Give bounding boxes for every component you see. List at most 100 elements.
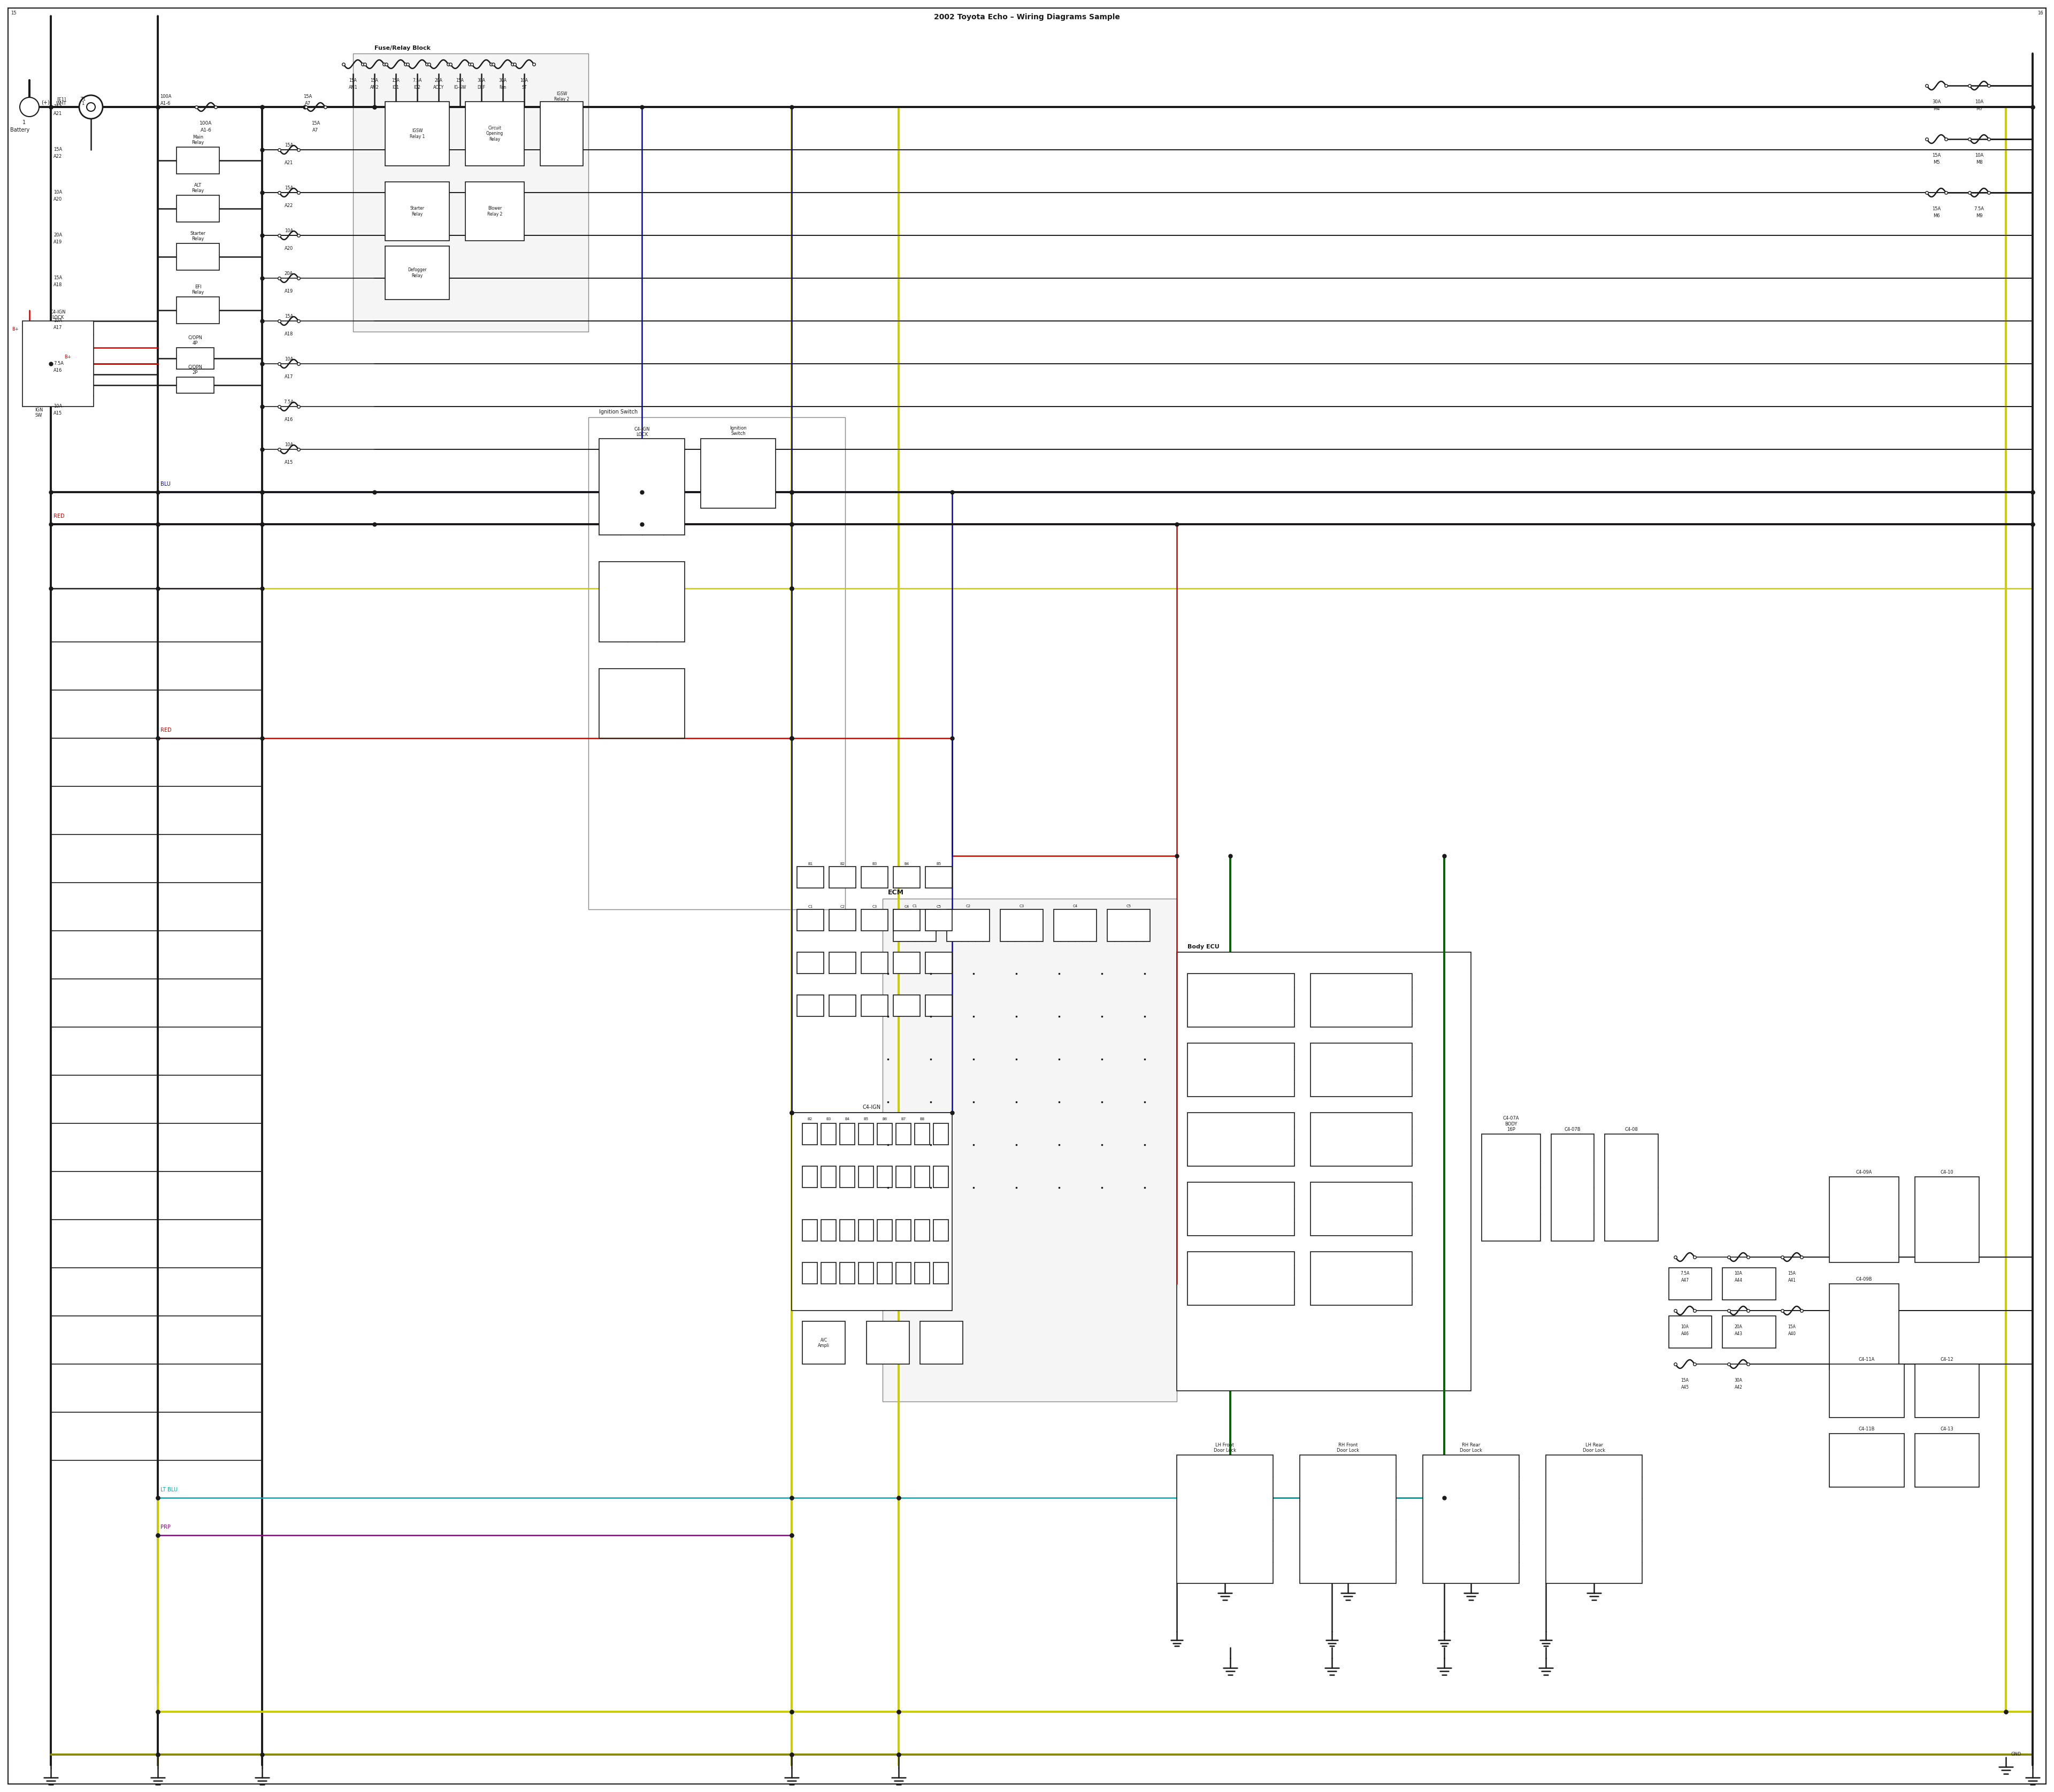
Text: 30A: 30A: [1933, 100, 1941, 104]
Text: 15A: 15A: [286, 186, 294, 190]
Text: C4-11B: C4-11B: [1859, 1426, 1875, 1432]
Text: DEF: DEF: [477, 84, 485, 90]
Text: B5: B5: [937, 862, 941, 866]
Text: C4-IGN
LOCK: C4-IGN LOCK: [49, 310, 66, 321]
Text: 15A: 15A: [53, 276, 62, 280]
Bar: [947, 909, 990, 941]
Bar: [797, 952, 824, 973]
Bar: [1187, 1183, 1294, 1236]
Text: C4-07A
BODY
16P: C4-07A BODY 16P: [1504, 1116, 1520, 1133]
Bar: [1423, 1455, 1520, 1584]
Bar: [1830, 1283, 1898, 1369]
Text: C5: C5: [1126, 905, 1132, 909]
Text: 7.5A: 7.5A: [413, 79, 421, 82]
Text: Main
Relay: Main Relay: [191, 134, 203, 145]
Bar: [896, 1220, 910, 1242]
Bar: [893, 952, 920, 973]
Bar: [861, 995, 887, 1016]
Bar: [830, 867, 857, 889]
Bar: [926, 952, 953, 973]
Text: 15A: 15A: [456, 79, 464, 82]
Text: B+: B+: [64, 355, 72, 360]
Bar: [933, 1220, 949, 1242]
Text: A16: A16: [53, 367, 62, 373]
Bar: [791, 1113, 953, 1310]
Bar: [386, 181, 450, 240]
Text: 30A: 30A: [499, 79, 507, 82]
Bar: [797, 909, 824, 930]
Bar: [859, 1167, 873, 1188]
Bar: [23, 321, 94, 407]
Bar: [1310, 1113, 1413, 1167]
Bar: [177, 195, 220, 222]
Bar: [893, 995, 920, 1016]
Text: Ignition
Switch: Ignition Switch: [729, 425, 748, 435]
Text: RED: RED: [53, 514, 64, 520]
Bar: [926, 995, 953, 1016]
Circle shape: [21, 97, 39, 116]
Bar: [933, 1262, 949, 1283]
Text: Starter
Relay: Starter Relay: [411, 206, 425, 217]
Bar: [1300, 1455, 1397, 1584]
Bar: [861, 909, 887, 930]
Bar: [1310, 1043, 1413, 1097]
Text: 10A: 10A: [286, 357, 294, 362]
Text: B3: B3: [826, 1118, 832, 1120]
Text: C4-10: C4-10: [1941, 1170, 1953, 1176]
Text: 15A: 15A: [1680, 1378, 1688, 1383]
Text: IGN
SW: IGN SW: [35, 407, 43, 418]
Bar: [867, 1321, 910, 1364]
Text: 15A: 15A: [53, 147, 62, 152]
Bar: [896, 1167, 910, 1188]
Bar: [803, 1262, 817, 1283]
Bar: [177, 147, 220, 174]
Text: A45: A45: [1680, 1385, 1688, 1391]
Text: A21: A21: [286, 161, 294, 165]
Text: AM2: AM2: [370, 84, 378, 90]
Text: A46: A46: [1680, 1331, 1688, 1337]
Bar: [803, 1167, 817, 1188]
Text: GND: GND: [2011, 1753, 2021, 1756]
Text: PRP: PRP: [160, 1525, 170, 1530]
Text: A22: A22: [286, 202, 294, 208]
Bar: [803, 1321, 844, 1364]
Text: T1: T1: [80, 97, 86, 102]
Text: Defogger
Relay: Defogger Relay: [409, 267, 427, 278]
Text: C4: C4: [904, 905, 910, 909]
Bar: [1310, 1253, 1413, 1305]
Text: 15A: 15A: [370, 79, 378, 82]
Bar: [822, 1220, 836, 1242]
Text: 15A: 15A: [286, 143, 294, 147]
Bar: [600, 439, 684, 536]
Text: C4-11A: C4-11A: [1859, 1357, 1875, 1362]
Text: 15A: 15A: [392, 79, 401, 82]
Bar: [1604, 1134, 1658, 1242]
Bar: [797, 995, 824, 1016]
Text: A41: A41: [1787, 1278, 1795, 1283]
Text: LH Rear
Door Lock: LH Rear Door Lock: [1584, 1443, 1606, 1453]
Text: 10A: 10A: [286, 443, 294, 448]
Text: A/C
Ampli: A/C Ampli: [817, 1337, 830, 1348]
Text: M4: M4: [1933, 106, 1939, 111]
Text: B7: B7: [902, 1118, 906, 1120]
Text: C4-12: C4-12: [1941, 1357, 1953, 1362]
Text: ACCY: ACCY: [433, 84, 444, 90]
Bar: [1187, 1253, 1294, 1305]
Text: [E1]: [E1]: [58, 97, 66, 102]
Text: 10A: 10A: [53, 319, 62, 323]
Text: A7: A7: [304, 100, 310, 106]
Bar: [840, 1167, 854, 1188]
Text: C4-IGN: C4-IGN: [863, 1104, 881, 1109]
Bar: [1187, 1043, 1294, 1097]
Text: 2002 Toyota Echo – Wiring Diagrams Sample: 2002 Toyota Echo – Wiring Diagrams Sampl…: [935, 13, 1119, 22]
Bar: [1668, 1267, 1711, 1299]
Bar: [1481, 1134, 1540, 1242]
Bar: [877, 1124, 891, 1145]
Bar: [587, 418, 844, 909]
Text: A17: A17: [283, 375, 294, 380]
Bar: [1177, 1455, 1273, 1584]
Bar: [386, 246, 450, 299]
Bar: [840, 1124, 854, 1145]
Bar: [859, 1220, 873, 1242]
Bar: [1723, 1267, 1777, 1299]
